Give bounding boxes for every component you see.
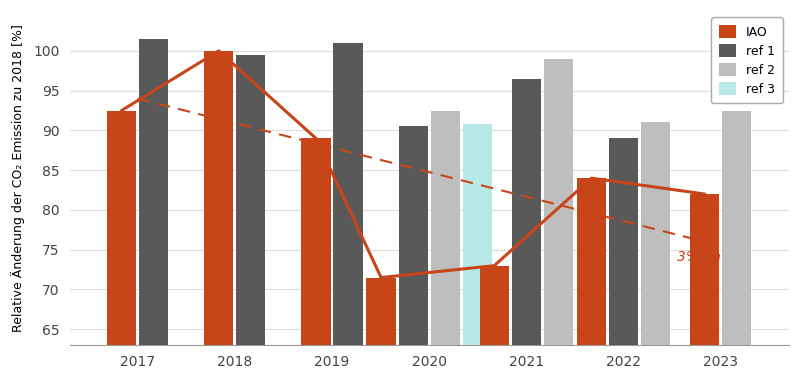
Bar	[302, 138, 330, 380]
Bar	[334, 43, 362, 380]
Bar	[236, 55, 266, 380]
Bar	[398, 127, 428, 380]
Y-axis label: Relative Änderung der CO₂ Emission zu 2018 [%]: Relative Änderung der CO₂ Emission zu 20…	[11, 24, 25, 332]
Bar	[366, 277, 396, 380]
Bar	[690, 194, 719, 380]
Bar	[512, 79, 541, 380]
Bar	[430, 111, 460, 380]
Bar	[107, 111, 136, 380]
Bar	[204, 51, 234, 380]
Bar	[139, 39, 168, 380]
Legend: IAO, ref 1, ref 2, ref 3: IAO, ref 1, ref 2, ref 3	[711, 17, 782, 103]
Bar	[609, 138, 638, 380]
Bar	[577, 178, 606, 380]
Bar	[544, 59, 573, 380]
Bar	[641, 122, 670, 380]
Bar	[462, 124, 492, 380]
Bar	[480, 266, 509, 380]
Text: 3% / a: 3% / a	[677, 249, 721, 263]
Bar	[722, 111, 751, 380]
